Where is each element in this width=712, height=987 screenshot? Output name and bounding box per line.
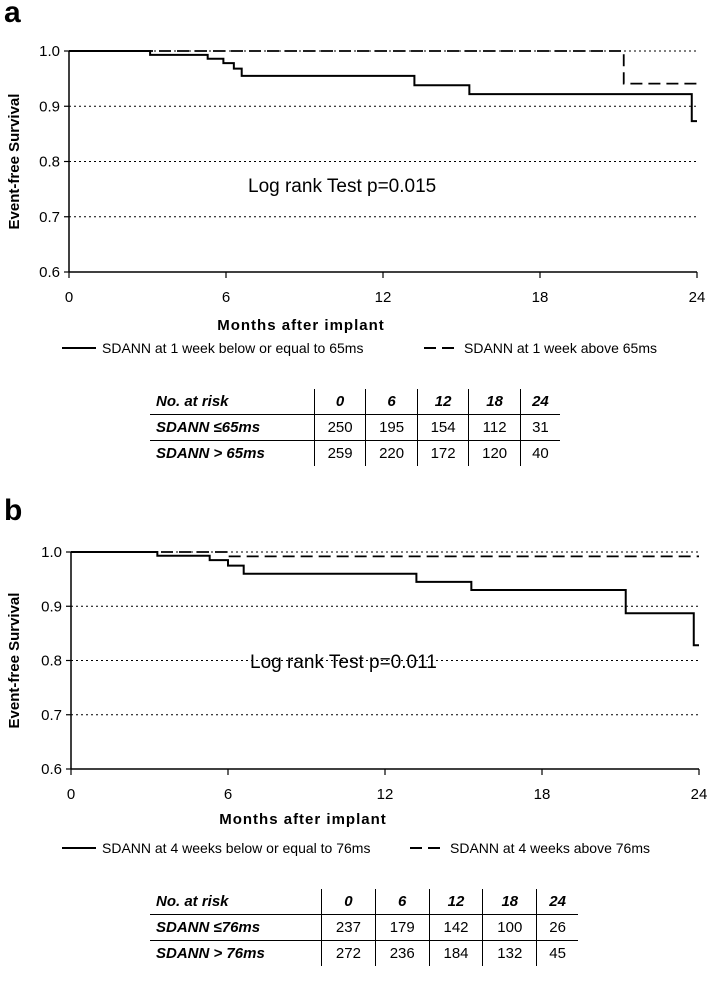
legend-label-dashed: SDANN at 1 week above 65ms xyxy=(464,340,657,356)
risk-header-0: 0 xyxy=(313,389,366,415)
risk-cell: 112 xyxy=(468,414,521,441)
risk-header-18: 18 xyxy=(482,889,537,915)
y-tick-label: 1.0 xyxy=(39,43,60,60)
series-solid-curve xyxy=(69,50,697,123)
risk-row-label: SDANN > 76ms xyxy=(156,945,265,962)
x-tick-label: 24 xyxy=(689,289,706,306)
risk-cell: 250 xyxy=(313,414,366,441)
y-tick-label: 0.9 xyxy=(39,98,60,115)
risk-cell: 132 xyxy=(482,940,537,966)
risk-cell: 26 xyxy=(536,914,578,941)
risk-row-label: SDANN ≤76ms xyxy=(150,914,322,941)
risk-header-label: No. at risk xyxy=(150,389,315,415)
risk-row-label: SDANN ≤65ms xyxy=(150,414,315,441)
risk-header-label: No. at risk xyxy=(150,889,322,915)
risk-row: SDANN > 76ms 272 236 184 132 45 xyxy=(150,940,578,966)
risk-cell: 236 xyxy=(374,940,430,966)
y-tick-label: 0.7 xyxy=(41,707,62,724)
risk-cell: 100 xyxy=(482,914,537,941)
risk-table-b: No. at risk 0 6 12 18 24 SDANN ≤76ms 237… xyxy=(150,889,578,966)
x-tick-label: 6 xyxy=(222,289,230,306)
legend-label-dashed: SDANN at 4 weeks above 76ms xyxy=(450,840,650,856)
y-tick-label: 1.0 xyxy=(41,544,62,561)
risk-cell: 40 xyxy=(519,440,560,466)
x-axis-title: Months after implant xyxy=(219,811,387,828)
risk-table-header: No. at risk 0 6 12 18 24 xyxy=(150,889,578,915)
log-rank-annotation: Log rank Test p=0.011 xyxy=(250,652,437,673)
risk-cell: 179 xyxy=(374,914,430,941)
risk-row: SDANN ≤65ms 250 195 154 112 31 xyxy=(150,414,560,441)
risk-header-6: 6 xyxy=(374,889,430,915)
log-rank-annotation: Log rank Test p=0.015 xyxy=(248,176,436,197)
x-tick-label: 18 xyxy=(532,289,549,306)
risk-cell: 195 xyxy=(365,414,418,441)
x-tick-label: 12 xyxy=(375,289,392,306)
series-dashed-curve xyxy=(69,50,697,85)
risk-cell: 172 xyxy=(416,440,469,466)
risk-header-12: 12 xyxy=(428,889,483,915)
risk-cell: 259 xyxy=(313,440,366,466)
x-tick-label: 12 xyxy=(377,786,394,803)
y-tick-label: 0.8 xyxy=(39,154,60,171)
x-tick-label: 18 xyxy=(534,786,551,803)
y-tick-label: 0.6 xyxy=(39,264,60,281)
legend-label-solid: SDANN at 4 weeks below or equal to 76ms xyxy=(102,840,370,856)
x-tick-label: 6 xyxy=(224,786,232,803)
risk-row: SDANN > 65ms 259 220 172 120 40 xyxy=(150,440,560,466)
y-axis-title: Event-free Survival xyxy=(6,94,23,230)
risk-row: SDANN ≤76ms 237 179 142 100 26 xyxy=(150,914,578,941)
risk-row-label: SDANN > 65ms xyxy=(156,445,265,462)
risk-table-a: No. at risk 0 6 12 18 24 SDANN ≤65ms 250… xyxy=(150,389,560,466)
x-tick-label: 0 xyxy=(65,289,73,306)
risk-header-6: 6 xyxy=(365,389,418,415)
x-tick-label: 0 xyxy=(67,786,75,803)
risk-cell: 154 xyxy=(416,414,469,441)
risk-cell: 237 xyxy=(321,914,376,941)
risk-cell: 184 xyxy=(428,940,483,966)
risk-header-24: 24 xyxy=(536,889,578,915)
y-tick-label: 0.8 xyxy=(41,653,62,670)
risk-header-0: 0 xyxy=(321,889,376,915)
y-axis-title: Event-free Survival xyxy=(6,593,23,729)
risk-header-12: 12 xyxy=(416,389,469,415)
panel-label: a xyxy=(4,0,21,29)
y-tick-label: 0.9 xyxy=(41,598,62,615)
x-tick-label: 24 xyxy=(691,786,708,803)
risk-cell: 120 xyxy=(468,440,521,466)
legend-label-solid: SDANN at 1 week below or equal to 65ms xyxy=(102,340,363,356)
risk-header-18: 18 xyxy=(468,389,521,415)
series-dashed-curve xyxy=(71,551,699,558)
y-tick-label: 0.6 xyxy=(41,761,62,778)
series-solid-curve xyxy=(71,551,699,647)
y-tick-label: 0.7 xyxy=(39,209,60,226)
panel-label: b xyxy=(4,494,22,527)
risk-header-24: 24 xyxy=(519,389,560,415)
risk-cell: 220 xyxy=(365,440,418,466)
risk-table-header: No. at risk 0 6 12 18 24 xyxy=(150,389,560,415)
risk-cell: 142 xyxy=(428,914,483,941)
risk-cell: 45 xyxy=(536,940,578,966)
risk-cell: 31 xyxy=(519,414,560,441)
risk-cell: 272 xyxy=(321,940,376,966)
x-axis-title: Months after implant xyxy=(217,317,385,334)
